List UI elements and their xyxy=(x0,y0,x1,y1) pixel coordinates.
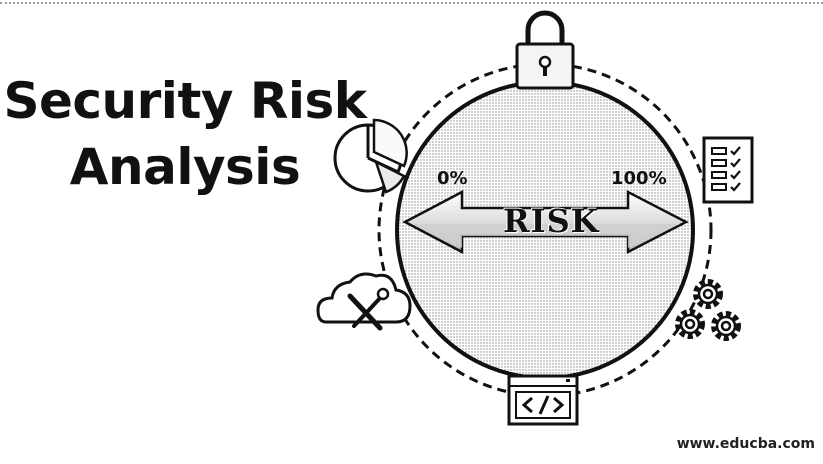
title-line-1: Security Risk xyxy=(3,72,367,130)
page-title: Security Risk Analysis xyxy=(0,68,370,200)
gauge-min-label: 0% xyxy=(437,168,468,189)
top-dotted-rule xyxy=(0,2,823,4)
code-icon xyxy=(507,374,579,426)
site-watermark: www.educba.com xyxy=(676,436,815,452)
title-line-2: Analysis xyxy=(69,138,301,196)
gears-icon xyxy=(675,279,741,341)
checklist-icon xyxy=(702,136,754,204)
cloud-tools-icon xyxy=(316,272,412,331)
risk-double-arrow xyxy=(402,189,689,255)
risk-label: RISK xyxy=(503,202,600,240)
lock-icon xyxy=(515,10,575,90)
gauge-max-label: 100% xyxy=(611,168,667,189)
pie-chart-icon xyxy=(333,118,408,194)
